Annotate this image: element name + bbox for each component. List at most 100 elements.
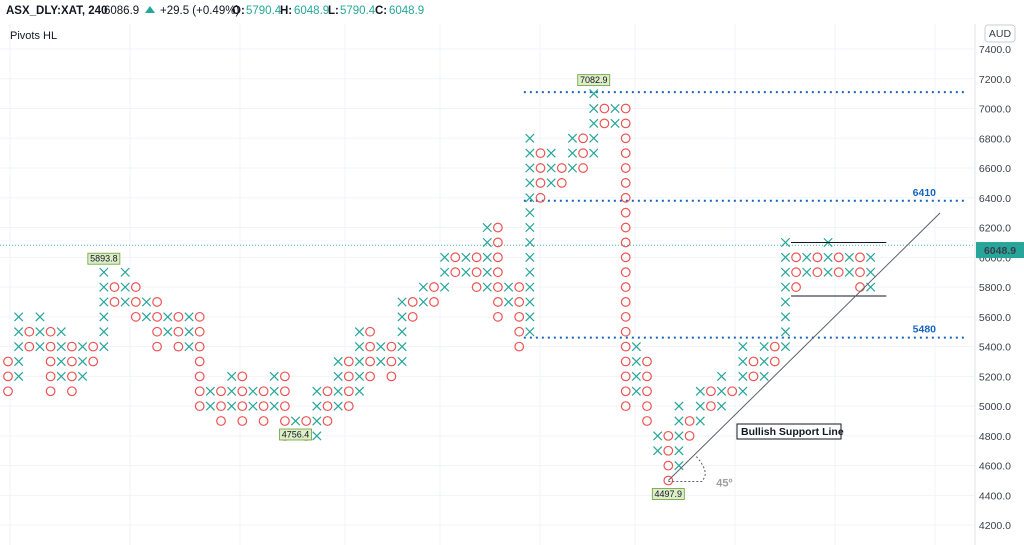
pnf-column-x [184,312,194,352]
x-box [99,327,109,337]
o-box [45,386,56,397]
o-box [280,416,290,426]
o-box [237,371,248,382]
pnf-column-x [802,252,812,277]
x-box [823,252,833,262]
support-line [667,212,941,481]
pnf-column-o [237,371,248,426]
pnf-column-o [620,103,631,412]
pnf-column-o [216,386,226,426]
pnf-column-o [386,341,397,382]
x-box [610,103,620,114]
o-box [152,341,163,352]
o-box [556,163,567,173]
y-tick-label: 6400.0 [979,193,1011,205]
o-box [748,371,759,382]
x-box [802,252,812,262]
pivot-label-box [577,74,611,87]
o-box [471,252,482,263]
x-box [525,327,535,337]
o-box [620,311,631,322]
currency-badge[interactable]: AUD [984,24,1016,43]
pivot-label-box [651,488,685,500]
x-box [227,386,237,396]
pnf-column-o [66,341,77,397]
y-tick-label: 5800.0 [979,282,1011,294]
x-box [525,163,535,173]
o-box [237,386,248,397]
o-box [620,341,631,352]
pnf-column-x [631,341,641,396]
pnf-column-x [312,386,322,441]
y-tick-label: 6200.0 [979,223,1011,235]
o-box [663,475,674,486]
o-box [66,341,77,352]
o-box [343,386,354,397]
x-box [440,252,450,262]
x-box [823,267,833,277]
o-box [365,356,376,367]
price-axis[interactable]: 4200.0 4400.0 4600.0 4800.0 5000.0 5200.0 5400… [976,44,1024,532]
high-label: H: [280,5,292,17]
y-tick-label: 6600.0 [979,163,1011,175]
x-box [844,252,854,262]
x-box [610,118,620,129]
x-box [312,401,322,411]
pnf-column-x [163,312,173,337]
chart-annotations: 45º Bullish Support Line 5893.8 4756.4 7082.… [87,74,941,500]
indicator-label[interactable]: Pivots HL [10,30,57,42]
o-box [535,148,546,159]
pivot-level-label: 5480 [913,324,937,336]
x-box [631,341,641,352]
x-box [56,371,66,381]
o-box [706,401,716,412]
x-box [397,312,407,322]
pnf-column-o [748,356,759,382]
o-box [343,401,354,412]
o-box [535,192,546,203]
x-box [759,371,769,381]
o-box [365,341,376,352]
x-box [546,148,556,158]
o-box [684,416,695,426]
x-box [674,461,684,471]
o-box [450,252,461,263]
o-box [194,371,205,382]
last-close-label: 6048.9 [984,245,1016,257]
o-box [769,356,780,367]
x-box [14,312,24,322]
o-box [3,386,13,397]
x-box [716,371,727,381]
x-box [397,327,407,337]
o-box [620,207,631,218]
x-box [866,252,876,262]
x-box [780,297,791,307]
pnf-column-o [109,282,120,307]
x-box [290,416,301,426]
o-box [45,326,56,337]
x-box [163,312,173,322]
o-box [812,267,823,278]
o-box [620,148,631,159]
x-box [780,327,791,337]
o-box [109,282,120,292]
x-box [14,341,24,352]
y-tick-label: 5200.0 [979,371,1011,383]
x-box [376,356,386,367]
x-box [333,386,343,396]
pivot-label-box [279,428,312,441]
x-box [631,356,641,367]
o-box [280,386,290,397]
o-box [173,311,184,322]
x-box [525,237,535,248]
o-box [343,356,354,367]
o-box [493,297,503,307]
x-box [248,401,258,411]
o-box [429,297,439,307]
x-box [354,371,365,381]
pnf-column-o [130,282,141,322]
x-box [56,327,66,337]
o-box [471,267,482,278]
symbol-title[interactable]: ASX_DLY:XAT, 240 [6,5,107,17]
